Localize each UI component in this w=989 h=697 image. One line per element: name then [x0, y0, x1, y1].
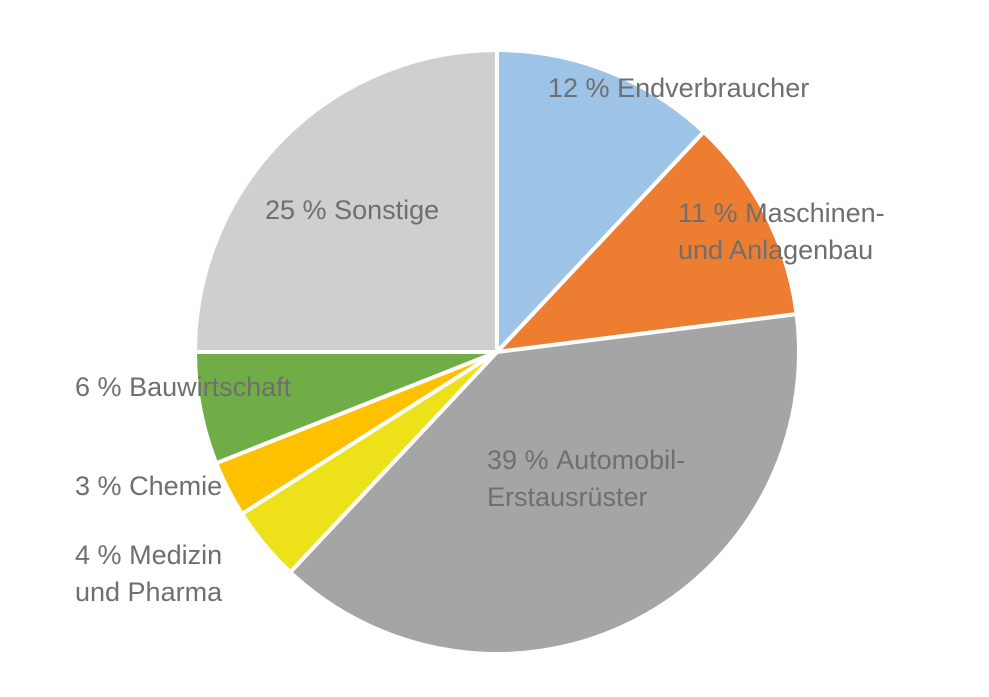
category-label: Maschinen- und Anlagenbau — [678, 198, 885, 265]
category-label: Bauwirtschaft — [129, 372, 292, 402]
value-label: 12 % — [548, 73, 610, 103]
category-label: Medizin und Pharma — [75, 540, 223, 607]
value-label: 6 % — [75, 372, 122, 402]
category-label: Endverbraucher — [617, 73, 810, 103]
value-label: 11 % — [678, 198, 738, 228]
pie-slice — [495, 129, 799, 354]
pie-slice — [288, 312, 801, 656]
value-label: 3 % — [75, 471, 122, 501]
value-label: 39 % — [487, 445, 549, 475]
pie-slice — [193, 48, 499, 354]
data-label: 4 % Medizin und Pharma — [75, 537, 265, 611]
data-label: 12 % Endverbraucher — [548, 70, 868, 107]
category-label: Chemie — [129, 471, 223, 501]
data-label: 6 % Bauwirtschaft — [75, 369, 375, 406]
pie-slice — [495, 48, 706, 354]
data-label: 25 % Sonstige — [265, 192, 525, 229]
data-label: 11 % Maschinen- und Anlagenbau — [678, 195, 923, 269]
value-label: 4 % — [75, 540, 122, 570]
value-label: 25 % — [265, 195, 327, 225]
category-label: Automobil-Erstausrüster — [487, 445, 686, 512]
data-label: 3 % Chemie — [75, 468, 325, 505]
data-label: 39 % Automobil-Erstausrüster — [487, 442, 732, 516]
category-label: Sonstige — [334, 195, 440, 225]
